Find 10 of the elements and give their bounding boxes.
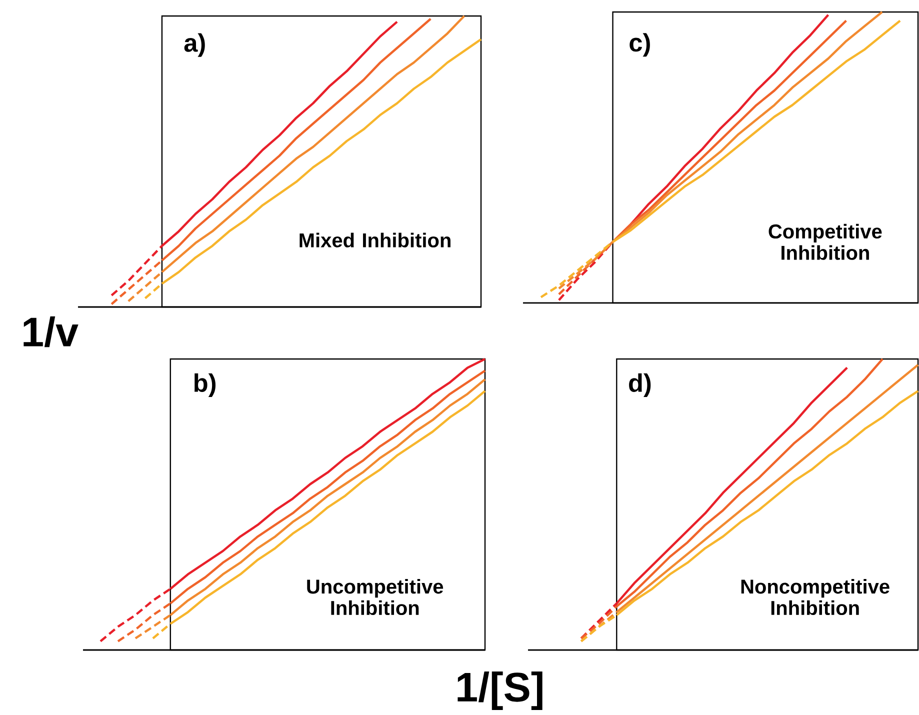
text: b): [194, 373, 216, 397]
text: c): [630, 33, 650, 57]
annotation: Competitive Inhibition: [768, 224, 882, 260]
annotation: Noncompetitive Inhibition: [741, 579, 890, 616]
text: d): [629, 373, 651, 397]
y-axis-title: 1/v: [24, 316, 78, 348]
annotation: Mixed Inhibition: [300, 232, 450, 248]
x-axis-title: 1/[S]: [458, 671, 542, 710]
text: a): [184, 33, 205, 57]
annotation: Uncompetitive Inhibition: [307, 579, 444, 616]
